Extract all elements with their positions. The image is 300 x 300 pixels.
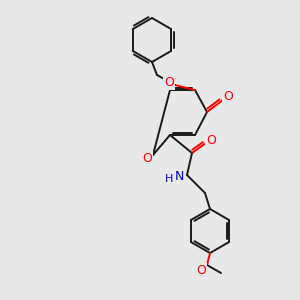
Text: H: H <box>165 174 173 184</box>
Text: O: O <box>142 152 152 164</box>
Text: O: O <box>164 76 174 89</box>
Text: N: N <box>174 170 184 184</box>
Text: O: O <box>223 91 233 103</box>
Text: O: O <box>206 134 216 146</box>
Text: O: O <box>196 263 206 277</box>
